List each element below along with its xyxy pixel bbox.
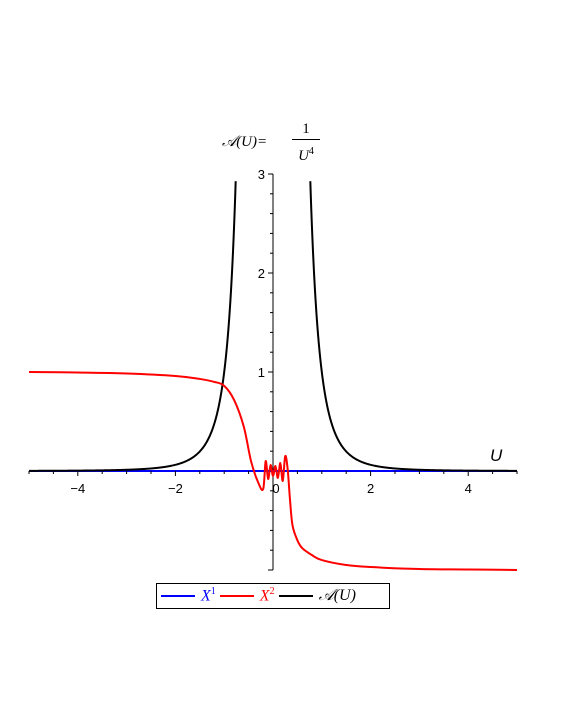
x-tick-label: −4 [70,481,85,496]
series-x2-line [28,371,518,571]
title-fraction: 1 U4 [292,120,320,164]
title-denominator-base: U [298,148,309,164]
legend-item-x2: X2 [219,586,275,605]
series-a-line-left [29,181,237,472]
legend-item-x1: X1 [161,586,216,605]
x-tick-label: 4 [465,481,472,496]
title-denominator: U4 [292,142,320,164]
curves [28,181,518,571]
series-a-line-right [309,181,517,472]
x-axis-label: U [490,446,503,465]
y-tick-label: 3 [258,167,265,182]
legend: X1 X2 𝒜(U) [156,583,390,609]
y-tick-label: 1 [258,365,265,380]
x-tick-label: 0 [272,481,279,496]
legend-item-a: 𝒜(U) [278,587,356,605]
legend-swatch-a [278,595,313,597]
legend-label-a: 𝒜(U) [318,587,356,604]
legend-swatch-x1 [161,594,195,597]
title-numerator: 1 [302,121,310,137]
x-tick-label: 2 [367,481,374,496]
title-fraction-bar [292,139,320,140]
title-lhs: 𝒜(U)= [222,134,268,150]
ticks: −4 −2 0 2 4 1 2 3 [28,167,518,571]
legend-swatch-x2 [219,594,254,597]
legend-label-x2: X2 [259,586,275,605]
y-tick-label: 2 [258,266,265,281]
chart-title: 𝒜(U)= 1 U4 [222,120,332,164]
x-tick-label: −2 [168,481,183,496]
legend-label-x1: X1 [201,586,216,605]
title-denominator-exponent: 4 [308,146,314,157]
